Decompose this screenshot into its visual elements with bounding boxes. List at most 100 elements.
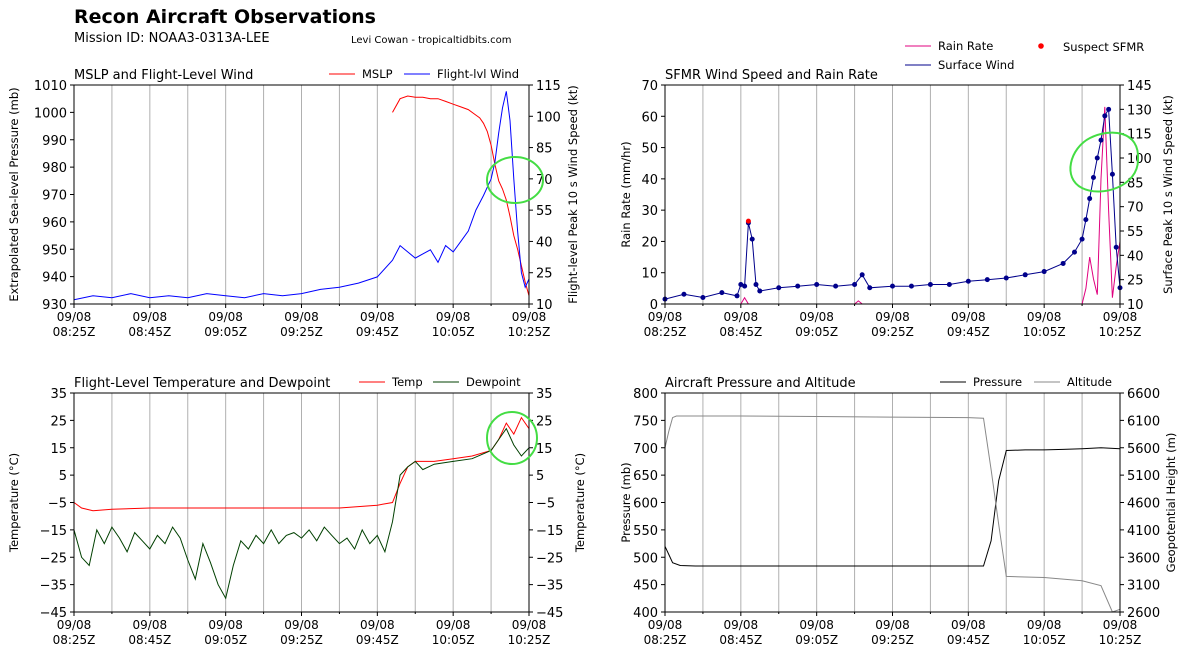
surface-wind-point: [742, 283, 748, 289]
surface-wind-point: [753, 282, 759, 288]
x-tick-label: 09/08: [208, 618, 243, 632]
y2-tick-label: 6100: [1127, 414, 1160, 429]
y2-tick-label: 115: [536, 79, 561, 94]
x-tick-label: 09/08: [724, 618, 759, 632]
x-tick-label: 08:45Z: [128, 633, 171, 647]
surface-wind-point: [681, 291, 687, 297]
series-line-surface-wind: [664, 107, 1121, 300]
surface-wind-point: [1072, 249, 1077, 255]
x-tick-label: 08:45Z: [719, 633, 762, 647]
y-tick-label: −45: [40, 606, 67, 621]
y-tick-label: 20: [641, 235, 658, 250]
y2-tick-label: 100: [1127, 152, 1152, 167]
y2-tick-label: 35: [536, 387, 553, 402]
y2-tick-label: 70: [536, 173, 553, 188]
x-tick-label: 09:05Z: [204, 633, 247, 647]
series-line-flight-lvl-wind: [73, 91, 530, 301]
y2-tick-label: −5: [536, 497, 555, 512]
x-tick-label: 09:25Z: [871, 325, 914, 339]
x-tick-label: 10:25Z: [1099, 325, 1142, 339]
x-tick-label: 09:25Z: [280, 325, 323, 339]
y2-axis-label: Flight-level Peak 10 s Wind Speed (kt): [566, 85, 580, 304]
y2-tick-label: 40: [536, 235, 553, 250]
x-tick-label: 09:25Z: [280, 633, 323, 647]
surface-wind-point: [738, 282, 744, 288]
y-tick-label: 400: [633, 606, 658, 621]
y-tick-label: 800: [633, 387, 658, 402]
annotation-circle: [486, 411, 538, 465]
x-tick-label: 09/08: [1103, 618, 1138, 632]
y-tick-label: 970: [42, 189, 67, 204]
y-tick-label: 30: [641, 204, 658, 219]
y2-tick-label: 4100: [1127, 524, 1160, 539]
x-tick-label: 09/08: [648, 618, 683, 632]
legend-pressure-label: Pressure: [973, 375, 1022, 389]
x-tick-label: 09/08: [436, 618, 471, 632]
y2-tick-label: −45: [536, 606, 563, 621]
y-tick-label: −15: [40, 524, 67, 539]
y2-tick-label: 2600: [1127, 606, 1160, 621]
x-tick-label: 08:25Z: [53, 633, 96, 647]
y-tick-label: 450: [633, 579, 658, 594]
surface-wind-point: [814, 282, 820, 288]
x-tick-label: 09:45Z: [947, 325, 990, 339]
x-tick-label: 09/08: [208, 310, 243, 324]
x-tick-label: 09/08: [951, 618, 986, 632]
y-tick-label: 1010: [34, 79, 67, 94]
y2-tick-label: 100: [536, 110, 561, 125]
y2-tick-label: 10: [536, 298, 553, 313]
y-tick-label: 1000: [34, 106, 67, 121]
y2-tick-label: 5: [536, 469, 544, 484]
x-tick-label: 09/08: [133, 310, 168, 324]
surface-wind-point: [1087, 196, 1093, 202]
y2-tick-label: 15: [536, 442, 553, 457]
legend-mslp-label: MSLP: [362, 67, 393, 81]
surface-wind-point: [1113, 244, 1119, 250]
surface-wind-point: [890, 283, 895, 289]
surface-wind-point: [833, 283, 839, 289]
y-tick-label: 35: [50, 387, 67, 402]
x-tick-label: 09/08: [875, 618, 910, 632]
mission-id: Mission ID: NOAA3-0313A-LEE: [74, 31, 270, 46]
legend-rain-label: Rain Rate: [938, 39, 993, 53]
series-line-dewpoint: [73, 427, 530, 600]
x-tick-label: 09/08: [284, 618, 319, 632]
y2-tick-label: 6600: [1127, 387, 1160, 402]
surface-wind-point: [1094, 155, 1100, 161]
surface-wind-point: [965, 278, 971, 284]
y-tick-label: −25: [40, 551, 67, 566]
annotation-circle: [1069, 131, 1140, 193]
y-axis-label: Temperature (°C): [7, 453, 21, 553]
y2-tick-label: −15: [536, 524, 563, 539]
x-tick-label: 09/08: [799, 618, 834, 632]
main-title: Recon Aircraft Observations: [74, 6, 376, 28]
y2-tick-label: 55: [536, 204, 553, 219]
x-tick-label: 09:05Z: [795, 325, 838, 339]
x-tick-label: 09:45Z: [356, 633, 399, 647]
y-tick-label: −5: [48, 497, 67, 512]
x-tick-label: 09/08: [1103, 310, 1138, 324]
y-tick-label: 930: [42, 298, 67, 313]
y-tick-label: 980: [42, 161, 67, 176]
x-tick-label: 08:45Z: [128, 325, 171, 339]
y-tick-label: 500: [633, 551, 658, 566]
y2-tick-label: 70: [1127, 201, 1144, 216]
surface-wind-point: [1106, 106, 1112, 112]
series-line-altitude: [664, 415, 1121, 613]
x-tick-label: 09/08: [724, 310, 759, 324]
y2-tick-label: 25: [536, 414, 553, 429]
y2-axis-label: Surface Peak 10 s Wind Speed (kt): [1161, 95, 1175, 294]
y-tick-label: −35: [40, 579, 67, 594]
y2-tick-label: 130: [1127, 103, 1152, 118]
x-tick-label: 09/08: [133, 618, 168, 632]
x-tick-label: 09/08: [360, 618, 395, 632]
x-tick-label: 10:05Z: [1023, 325, 1066, 339]
surface-wind-point: [776, 285, 782, 291]
annotation-circle: [486, 156, 544, 204]
y-tick-label: 10: [641, 267, 658, 282]
y-axis-label: Extrapolated Sea-level Pressure (mb): [7, 87, 21, 301]
x-tick-label: 09/08: [951, 310, 986, 324]
x-tick-label: 09/08: [512, 310, 547, 324]
y-tick-label: 60: [641, 110, 658, 125]
surface-wind-point: [700, 295, 706, 301]
